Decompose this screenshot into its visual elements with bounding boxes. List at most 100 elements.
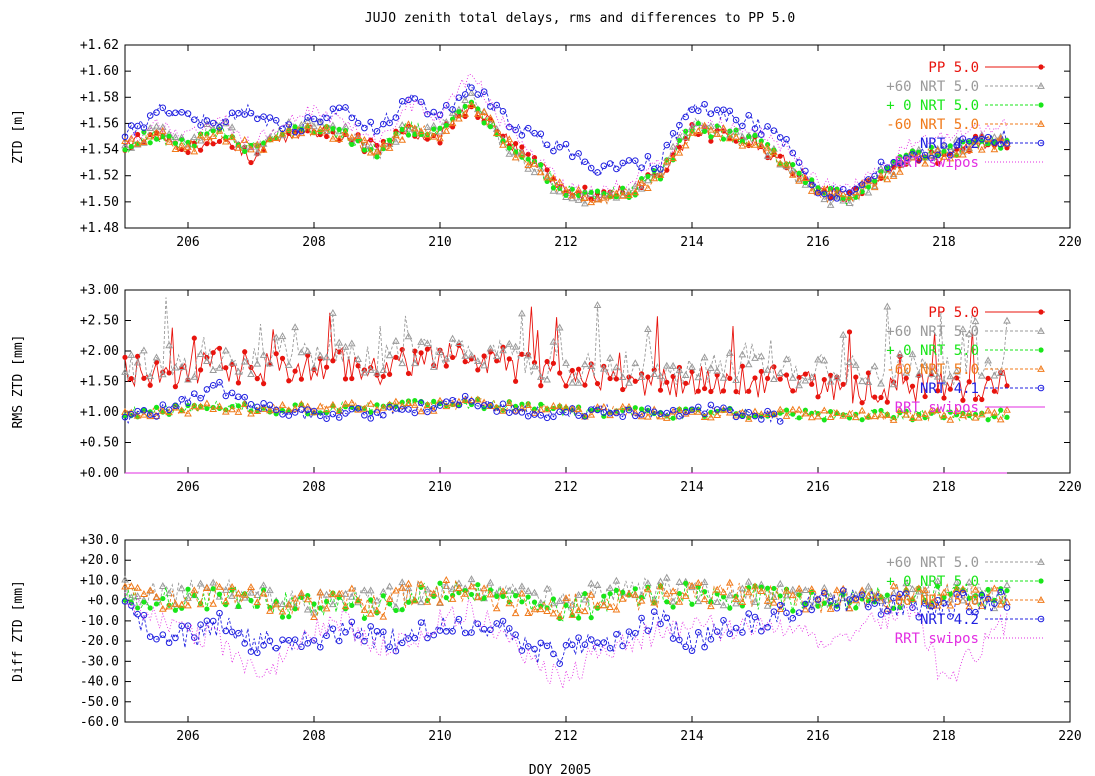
data-point [776, 418, 784, 425]
data-point [827, 194, 834, 201]
data-point [259, 404, 268, 412]
x-tick-label: 214 [680, 480, 704, 495]
data-point [505, 149, 514, 157]
data-point [593, 301, 602, 309]
x-tick-label: 208 [302, 729, 325, 744]
data-point [297, 589, 306, 597]
data-point [877, 593, 885, 601]
data-point [177, 600, 186, 608]
data-point [159, 104, 167, 112]
data-point [555, 612, 564, 620]
data-point [1003, 316, 1011, 324]
data-point [839, 411, 848, 419]
data-point [322, 353, 331, 361]
data-point [410, 124, 419, 132]
data-point [896, 349, 904, 357]
data-point [228, 358, 236, 366]
data-point [298, 643, 305, 651]
y-tick-label: +1.50 [80, 375, 119, 390]
data-point [820, 356, 829, 364]
data-point [341, 589, 350, 597]
x-tick-label: 214 [680, 235, 704, 250]
data-point [581, 607, 589, 615]
series-nrt42 [121, 81, 1011, 202]
data-point [518, 647, 526, 654]
data-point [272, 134, 281, 142]
data-point [524, 351, 533, 359]
data-point [637, 596, 646, 604]
data-point [298, 406, 305, 413]
data-point [171, 599, 180, 607]
data-point [853, 605, 859, 611]
data-point [153, 601, 160, 607]
data-point [424, 346, 430, 352]
data-point [146, 112, 154, 119]
data-point [599, 601, 608, 609]
data-point [278, 400, 287, 408]
data-point [872, 394, 878, 400]
x-tick-label: 206 [176, 480, 199, 495]
data-point [593, 601, 602, 609]
data-point [335, 407, 344, 414]
legend-label: RRT swipos [895, 400, 979, 416]
data-point [639, 175, 645, 182]
data-point [221, 119, 230, 127]
data-point [581, 194, 589, 202]
data-point [808, 181, 816, 189]
data-point [662, 361, 671, 369]
data-point [933, 601, 942, 609]
data-point [171, 363, 180, 371]
data-point [714, 123, 720, 129]
x-tick-label: 212 [554, 235, 577, 250]
data-point [429, 589, 438, 597]
data-point [814, 189, 822, 197]
data-point [952, 407, 961, 414]
data-point [511, 609, 520, 617]
data-point [650, 174, 659, 182]
data-point [909, 383, 916, 389]
data-point [688, 583, 696, 591]
data-point [329, 134, 337, 142]
data-point [530, 362, 539, 370]
data-point [203, 117, 211, 124]
chart-title: JUJO zenith total delays, rms and differ… [365, 11, 795, 26]
data-point [688, 362, 696, 370]
data-point [228, 628, 236, 636]
data-point [366, 609, 375, 617]
data-point [725, 134, 734, 142]
data-point [153, 413, 160, 420]
data-point [329, 308, 337, 316]
data-point [713, 598, 722, 606]
y-tick-label: +1.62 [80, 38, 119, 53]
data-point [675, 578, 684, 585]
data-point [902, 158, 911, 166]
y-tick-label: +1.52 [80, 169, 119, 184]
data-point [310, 363, 318, 371]
data-point [530, 605, 539, 613]
data-point [324, 364, 330, 370]
data-point [758, 416, 765, 423]
data-point [965, 138, 973, 145]
data-point [223, 365, 229, 371]
data-point [783, 372, 790, 378]
data-point [638, 411, 645, 418]
data-point [411, 95, 419, 102]
data-point [801, 409, 810, 417]
data-point [184, 142, 192, 150]
data-point [140, 590, 148, 597]
data-point [979, 396, 985, 403]
data-point [657, 387, 664, 393]
data-point [801, 174, 810, 181]
legend-label: NRT 4.2 [920, 612, 979, 628]
data-point [776, 601, 784, 609]
data-point [216, 609, 223, 617]
data-point [594, 169, 601, 176]
data-point [889, 170, 898, 178]
data-point [688, 406, 696, 413]
data-point [198, 367, 204, 373]
data-point [783, 135, 790, 143]
data-point [385, 595, 394, 602]
data-point [222, 392, 230, 400]
data-point [644, 184, 652, 192]
data-point [448, 399, 457, 407]
